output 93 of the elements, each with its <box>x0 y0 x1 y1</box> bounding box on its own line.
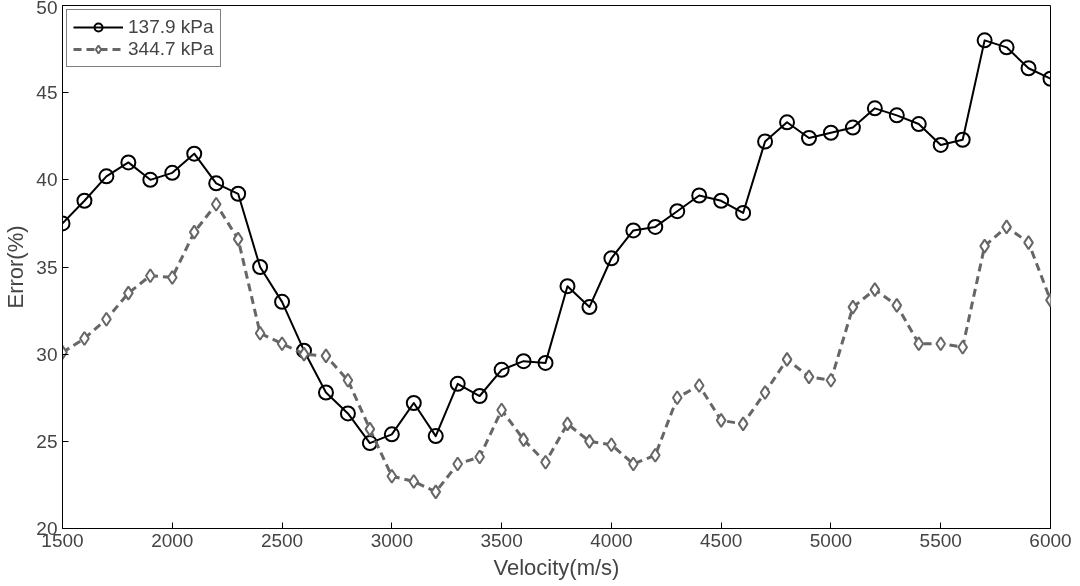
point <box>669 203 686 220</box>
point <box>866 100 883 117</box>
point <box>317 384 334 401</box>
point <box>935 336 947 352</box>
y-tick-label: 30 <box>36 343 58 365</box>
point <box>910 116 927 133</box>
point <box>230 185 247 202</box>
point <box>427 428 444 445</box>
point <box>383 426 400 443</box>
point <box>671 390 683 406</box>
point <box>647 218 664 235</box>
point <box>452 456 464 472</box>
x-axis-title: Velocity(m/s) <box>493 554 620 580</box>
point <box>186 145 203 162</box>
point <box>405 394 422 411</box>
point <box>142 171 159 188</box>
x-tick-label: 4000 <box>590 529 633 551</box>
point <box>693 378 705 394</box>
point <box>803 369 815 385</box>
point <box>364 421 376 437</box>
y-tick-label: 25 <box>36 430 58 452</box>
y-tick-label: 35 <box>36 256 58 278</box>
point <box>779 114 796 131</box>
x-tick-label: 2500 <box>260 529 304 551</box>
point <box>493 361 510 378</box>
point <box>649 447 661 463</box>
point <box>537 354 554 371</box>
point <box>386 468 398 484</box>
point <box>98 168 115 185</box>
point <box>320 348 332 364</box>
y-tick-label: 45 <box>36 82 58 104</box>
point <box>1020 60 1037 77</box>
point <box>957 339 969 355</box>
point <box>274 293 291 310</box>
point <box>913 336 925 352</box>
y-tick-label: 50 <box>36 0 58 18</box>
point <box>844 119 861 136</box>
point <box>625 222 642 239</box>
point <box>208 175 225 192</box>
point <box>339 405 356 422</box>
legend-label: 344.7 kPa <box>128 38 214 60</box>
point <box>342 372 354 388</box>
point <box>891 297 903 313</box>
point <box>296 342 313 359</box>
point <box>76 192 93 209</box>
y-axis-title: Error(%) <box>3 225 29 309</box>
point <box>120 154 137 171</box>
point <box>869 282 881 298</box>
point <box>408 473 420 489</box>
y-tick-label: 40 <box>36 169 58 191</box>
point <box>471 388 488 404</box>
x-tick-label: 2000 <box>151 529 194 551</box>
point <box>559 278 576 295</box>
point <box>737 416 749 432</box>
point <box>144 268 156 284</box>
point <box>757 133 774 150</box>
x-tick-label: 3000 <box>370 529 413 551</box>
point <box>954 131 971 148</box>
point <box>210 196 222 212</box>
point <box>847 299 859 315</box>
point <box>254 325 266 341</box>
point <box>515 353 532 370</box>
point <box>888 107 905 124</box>
point <box>449 375 466 392</box>
point <box>276 336 288 352</box>
x-tick-label: 3500 <box>480 529 523 551</box>
point <box>188 224 200 240</box>
point <box>822 124 839 141</box>
point <box>998 39 1015 56</box>
point <box>581 299 598 316</box>
point <box>603 250 620 267</box>
point <box>781 351 793 367</box>
point <box>976 32 993 49</box>
legend-label: 137.9 kPa <box>128 16 214 38</box>
point <box>232 231 244 247</box>
point <box>932 136 949 153</box>
x-tick-label: 5000 <box>809 529 853 551</box>
point <box>166 269 178 285</box>
point <box>759 385 771 401</box>
point <box>735 204 752 221</box>
point <box>713 192 730 209</box>
point <box>361 435 378 452</box>
point <box>298 346 310 362</box>
x-tick-label: 4500 <box>700 529 743 551</box>
point <box>800 130 817 146</box>
point <box>825 372 837 388</box>
x-tick-label: 5500 <box>919 529 962 551</box>
point <box>430 484 442 500</box>
point <box>691 187 708 204</box>
point <box>715 412 727 428</box>
x-tick-label: 6000 <box>1029 529 1072 551</box>
point <box>252 259 269 275</box>
point <box>164 164 181 181</box>
